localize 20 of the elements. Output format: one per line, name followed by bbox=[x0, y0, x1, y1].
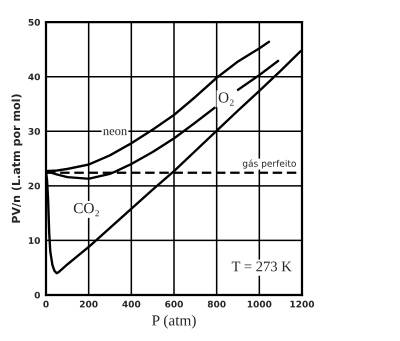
x-tick-label: 1200 bbox=[290, 300, 314, 308]
annotation: T = 273 K bbox=[232, 262, 292, 272]
x-axis-title: P (atm) bbox=[152, 314, 196, 329]
series-label: neon bbox=[103, 129, 127, 136]
series-label: CO₂ bbox=[74, 203, 99, 216]
y-tick-label: 20 bbox=[28, 182, 40, 190]
x-tick-label: 1000 bbox=[248, 300, 272, 308]
y-tick-label: 0 bbox=[34, 292, 40, 299]
series-label: O₂ bbox=[218, 92, 234, 106]
x-tick-label: 200 bbox=[80, 300, 98, 308]
y-tick-label: 30 bbox=[28, 128, 40, 135]
y-axis-title: PV/n (L.atm por mol) bbox=[12, 94, 22, 223]
x-tick-label: 800 bbox=[208, 300, 226, 308]
x-tick-label: 400 bbox=[122, 300, 140, 308]
y-tick-label: 10 bbox=[28, 237, 40, 244]
y-tick-label: 40 bbox=[28, 73, 40, 80]
x-tick-label: 600 bbox=[165, 300, 183, 308]
y-tick-label: 50 bbox=[28, 18, 40, 26]
series-label: gás perfeito bbox=[242, 159, 296, 169]
x-tick-label: 0 bbox=[43, 300, 49, 308]
